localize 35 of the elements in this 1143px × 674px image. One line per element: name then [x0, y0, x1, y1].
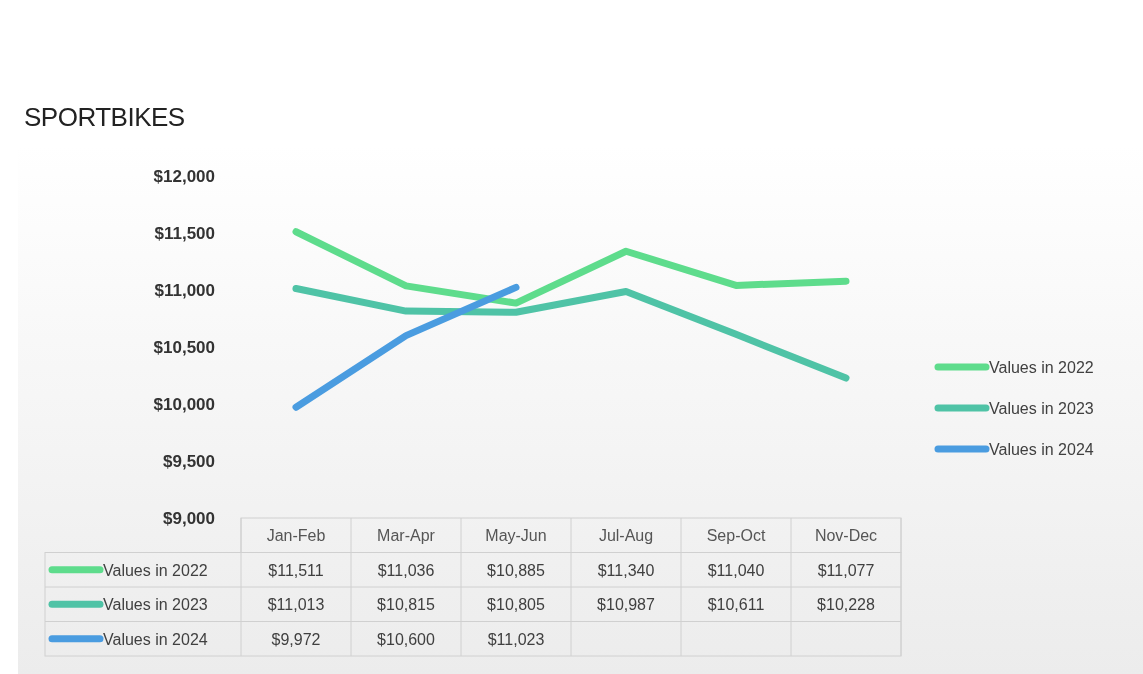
data-label: $11,040	[707, 561, 765, 579]
legend-label: Values in 2023	[989, 400, 1094, 417]
x-tick-label: Mar-Apr	[377, 527, 436, 544]
data-label: $10,815	[377, 596, 436, 614]
data-label: $9,972	[271, 630, 321, 648]
y-tick-label: $10,500	[153, 338, 215, 357]
x-tick-label: May-Jun	[485, 527, 547, 544]
legend-label: Values in 2024	[103, 630, 208, 648]
text: Values in 2023	[103, 596, 208, 614]
data-label: $11,511	[268, 561, 324, 579]
y-tick-label: $12,000	[153, 167, 215, 186]
x-tick-label: Nov-Dec	[814, 527, 878, 544]
data-label: $10,600	[377, 630, 436, 648]
x-tick-label: Jan-Feb	[266, 527, 326, 544]
y-tick-label: $11,500	[154, 224, 215, 243]
y-tick-label: $11,000	[154, 281, 215, 300]
data-label: $10,805	[487, 596, 546, 614]
y-tick-label: $9,500	[163, 452, 215, 471]
data-label: $11,013	[267, 596, 325, 614]
text: Values in 2022	[103, 561, 208, 579]
y-tick-label: $9,000	[163, 509, 215, 528]
data-label: $10,611	[707, 596, 765, 614]
x-tick-label: Jul-Aug	[598, 527, 654, 544]
y-tick-label: $10,000	[153, 395, 215, 414]
legend-label: Values in 2022	[989, 359, 1094, 376]
text: Values in 2024	[989, 441, 1094, 458]
data-label: $11,077	[817, 561, 875, 579]
data-label: $11,023	[487, 630, 545, 648]
data-label: $11,036	[377, 561, 435, 579]
chart-title: SPORTBIKES	[24, 102, 185, 132]
x-tick-label: Sep-Oct	[706, 527, 766, 544]
data-label: $11,340	[597, 561, 655, 579]
data-label: $10,885	[487, 561, 546, 579]
data-label: $10,987	[597, 596, 656, 614]
data-label: $10,228	[817, 596, 876, 614]
